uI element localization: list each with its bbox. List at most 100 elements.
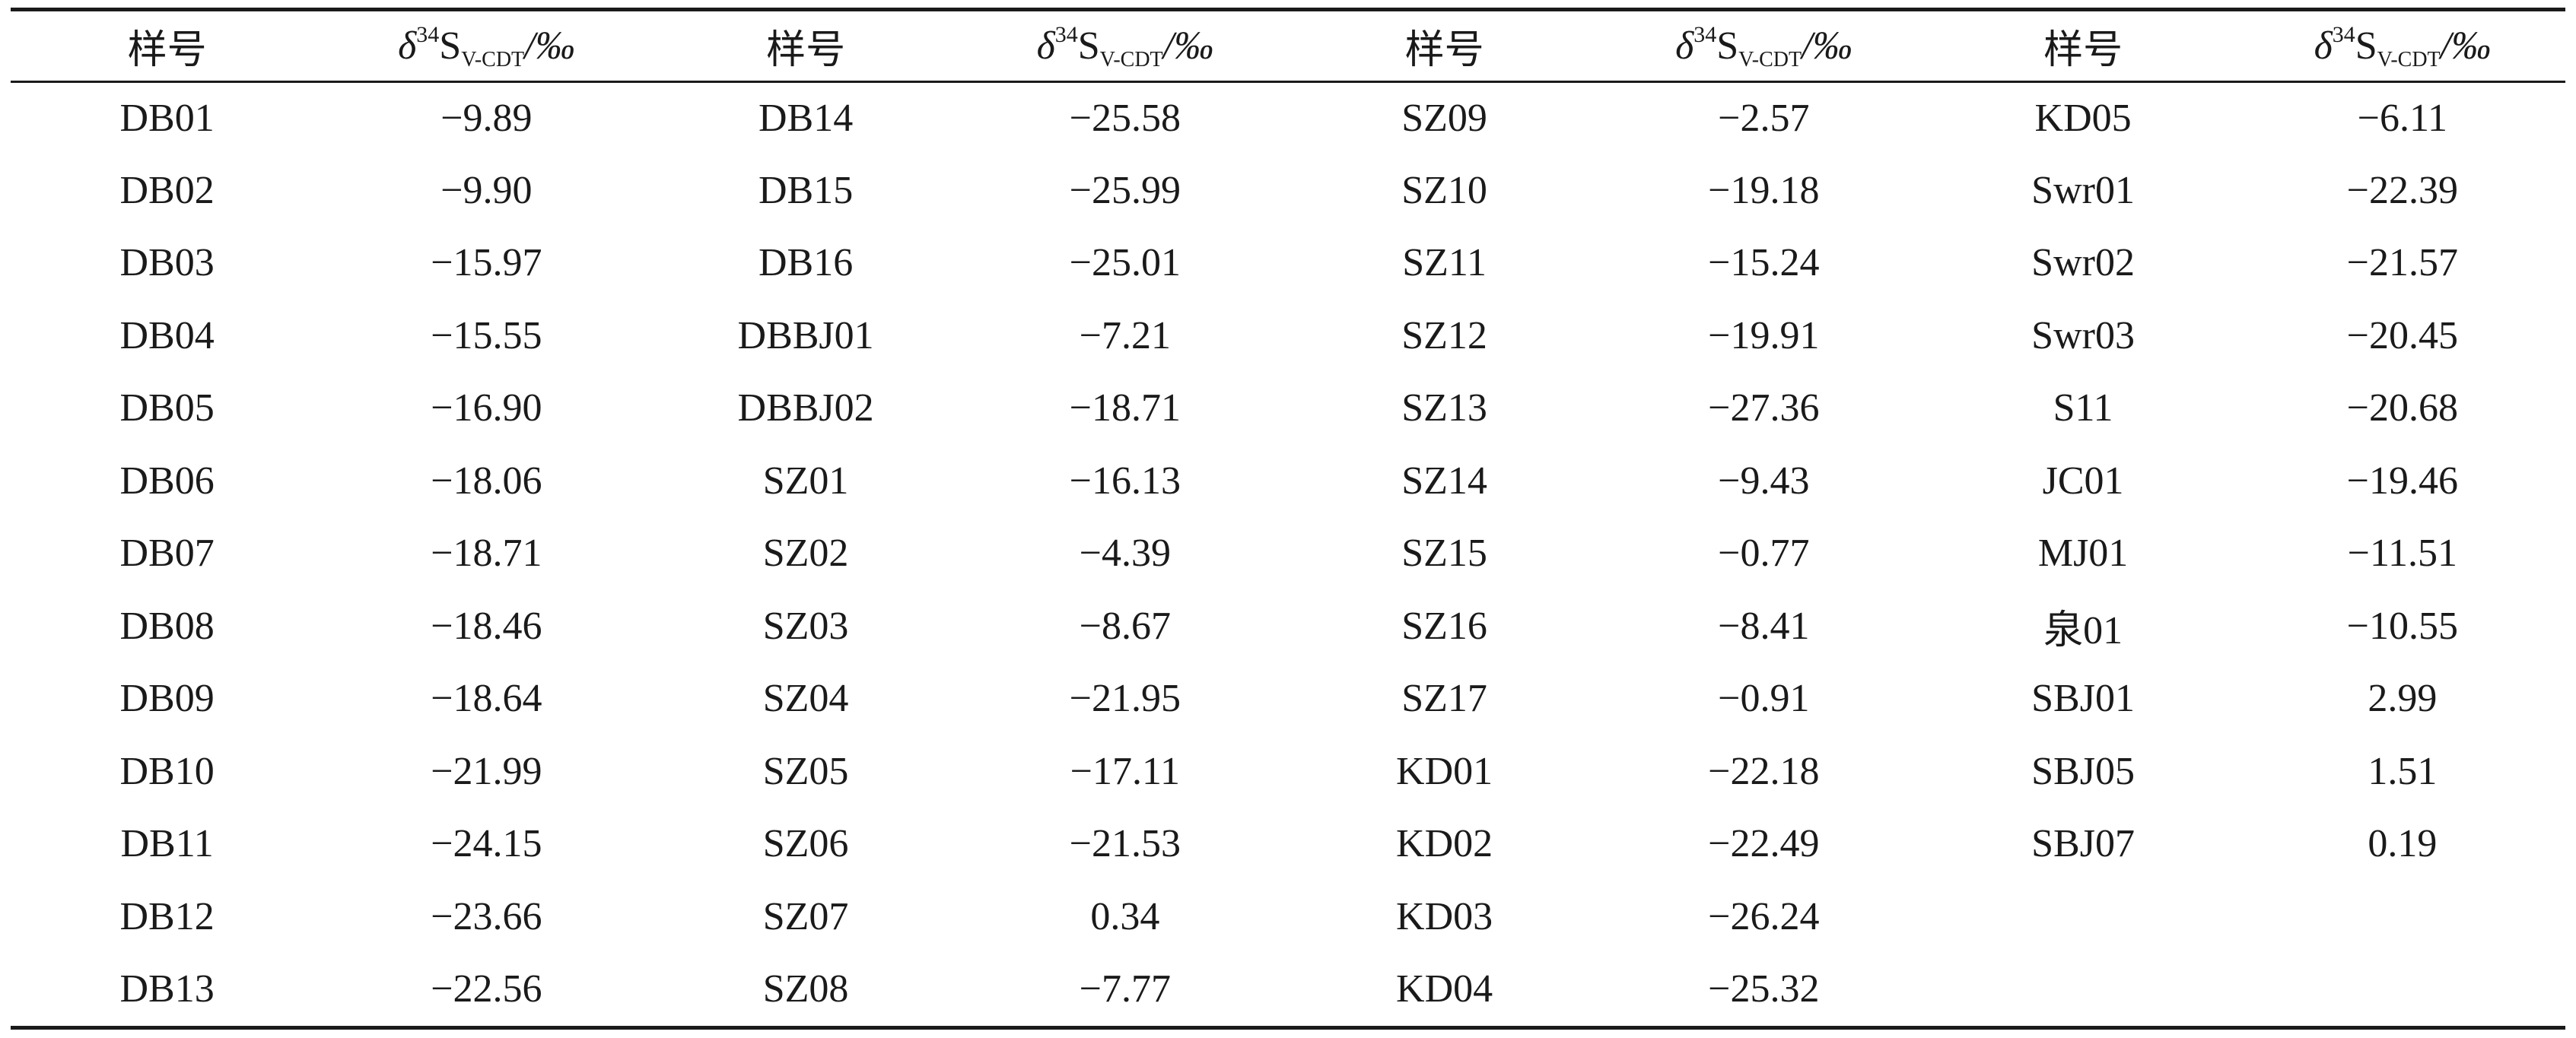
sample-id-cell: DBBJ02 xyxy=(737,386,874,430)
sample-id-cell: SZ09 xyxy=(1401,97,1487,140)
sample-id-cell: SZ14 xyxy=(1401,459,1487,503)
delta34s-value-cell: −22.18 xyxy=(1708,749,1820,793)
delta34s-value-cell: −23.66 xyxy=(431,894,542,938)
sample-id-cell: KD03 xyxy=(1396,894,1493,938)
delta34s-value-cell: −6.11 xyxy=(2357,97,2448,140)
header-delta34s: δ34SV-CDT/‰ xyxy=(1601,11,1927,83)
header-delta-symbol: δ xyxy=(2314,24,2333,68)
table-row: DB08 −18.46 SZ03 −8.67 SZ16 −8.41 泉01 −10.55 xyxy=(11,590,2565,663)
header-unit: /‰ xyxy=(2440,24,2492,68)
header-superscript: 34 xyxy=(1693,21,1717,47)
sample-id-cell: S11 xyxy=(2053,386,2113,430)
delta34s-value-cell: 0.19 xyxy=(2368,822,2438,866)
table-row: DB01 −9.89 DB14 −25.58 SZ09 −2.57 KD05 −6.11 xyxy=(11,81,2565,154)
header-row: 样号 δ34SV-CDT/‰ 样号 δ34SV-CDT/‰ 样号 δ34SV-CDT/‰ 样… xyxy=(11,11,2565,83)
table-body: DB01 −9.89 DB14 −25.58 SZ09 −2.57 KD05 −6.11 DB0… xyxy=(11,81,2565,1026)
sample-id-cell: SZ10 xyxy=(1401,168,1487,212)
sulfur-isotope-table: 样号 δ34SV-CDT/‰ 样号 δ34SV-CDT/‰ 样号 δ34SV-CDT/‰ 样… xyxy=(11,8,2565,1030)
delta34s-value-cell: −18.71 xyxy=(431,532,542,576)
sample-id-cell: SZ13 xyxy=(1401,386,1487,430)
delta34s-value-cell: −18.46 xyxy=(431,604,542,648)
delta34s-value-cell: −24.15 xyxy=(431,822,542,866)
delta34s-value-cell: 2.99 xyxy=(2368,677,2438,721)
header-delta-symbol: δ xyxy=(1036,24,1055,68)
sample-id-cell: DB16 xyxy=(758,241,854,285)
delta34s-value-cell: −20.68 xyxy=(2346,386,2458,430)
delta34s-value-cell: −4.39 xyxy=(1079,532,1171,576)
delta34s-value-cell: −19.18 xyxy=(1708,168,1820,212)
sample-id-cell: KD05 xyxy=(2034,97,2132,140)
delta34s-value-cell: −21.57 xyxy=(2346,241,2458,285)
header-unit: /‰ xyxy=(1802,24,1852,68)
sample-id-cell: DBBJ01 xyxy=(737,313,874,357)
delta34s-value-cell: −7.77 xyxy=(1079,967,1171,1011)
sample-id-cell xyxy=(1926,953,2239,1026)
header-sample-id: 样号 xyxy=(649,11,962,83)
sample-id-cell: SZ06 xyxy=(762,822,849,866)
sample-id-cell: SZ03 xyxy=(762,604,849,648)
delta34s-value-cell: −19.91 xyxy=(1708,313,1820,357)
delta34s-value-cell: −22.39 xyxy=(2346,168,2458,212)
delta34s-value-cell: −21.53 xyxy=(1069,822,1181,866)
sample-id-cell: DB15 xyxy=(758,168,854,212)
sample-id-cell: DB08 xyxy=(119,604,215,648)
header-element-symbol: S xyxy=(1077,24,1100,68)
sample-id-cell: DB05 xyxy=(119,386,215,430)
sample-id-cell: DB13 xyxy=(119,967,215,1011)
delta34s-value-cell: −10.55 xyxy=(2346,604,2458,648)
table-row: DB09 −18.64 SZ04 −21.95 SZ17 −0.91 SBJ01 2.99 xyxy=(11,662,2565,735)
table-row: DB13 −22.56 SZ08 −7.77 KD04 −25.32 xyxy=(11,953,2565,1026)
delta34s-value-cell: −17.11 xyxy=(1070,749,1181,793)
header-sample-id: 样号 xyxy=(1926,11,2240,83)
delta34s-value-cell: −9.89 xyxy=(440,97,533,140)
header-sample-id: 样号 xyxy=(1287,11,1601,83)
header-sample-id: 样号 xyxy=(11,11,324,83)
sample-id-cell: KD02 xyxy=(1396,822,1493,866)
sample-id-cell: SZ17 xyxy=(1401,677,1487,721)
delta34s-value-cell: −16.90 xyxy=(431,386,542,430)
sample-id-cell: DB06 xyxy=(119,459,215,503)
delta34s-value-cell: −7.21 xyxy=(1079,313,1171,357)
data-table: 样号 δ34SV-CDT/‰ 样号 δ34SV-CDT/‰ 样号 δ34SV-CDT/‰ 样… xyxy=(11,11,2565,1026)
sample-id-cell: Swr01 xyxy=(2031,168,2135,212)
delta34s-value-cell: 1.51 xyxy=(2368,749,2438,793)
sample-id-cell: SZ07 xyxy=(762,894,849,938)
delta34s-value-cell: −21.95 xyxy=(1069,677,1181,721)
delta34s-value-cell: −22.49 xyxy=(1708,822,1820,866)
delta34s-value-cell: 0.34 xyxy=(1090,894,1160,938)
delta34s-value-cell: −18.71 xyxy=(1069,386,1181,430)
header-subscript: V-CDT xyxy=(1738,47,1802,71)
sample-id-cell: DB03 xyxy=(119,241,215,285)
sample-id-cell: SZ11 xyxy=(1402,241,1487,285)
sample-id-cell: SZ02 xyxy=(762,532,849,576)
header-delta34s: δ34SV-CDT/‰ xyxy=(2239,11,2565,83)
sample-id-cell: DB02 xyxy=(119,168,215,212)
delta34s-value-cell: −16.13 xyxy=(1069,459,1181,503)
delta34s-value-cell: −15.97 xyxy=(431,241,542,285)
table-row: DB11 −24.15 SZ06 −21.53 KD02 −22.49 SBJ07 0.19 xyxy=(11,808,2565,881)
delta34s-value-cell: −25.01 xyxy=(1069,241,1181,285)
sample-id-cell: DB07 xyxy=(119,532,215,576)
sample-id-cell: SBJ01 xyxy=(2031,677,2135,721)
delta34s-value-cell: −9.43 xyxy=(1718,459,1810,503)
delta34s-value-cell: −15.24 xyxy=(1708,241,1820,285)
sample-id-cell: DB09 xyxy=(119,677,215,721)
header-element-symbol: S xyxy=(439,24,462,68)
delta34s-value-cell: −25.58 xyxy=(1069,97,1181,140)
delta34s-value-cell: −0.91 xyxy=(1718,677,1810,721)
sample-id-cell xyxy=(1926,881,2239,954)
delta34s-value-cell: −0.77 xyxy=(1718,532,1810,576)
delta34s-value-cell: −18.64 xyxy=(431,677,542,721)
sample-id-cell: SZ01 xyxy=(762,459,849,503)
sample-id-cell: KD01 xyxy=(1396,749,1493,793)
sample-id-cell: MJ01 xyxy=(2037,532,2129,576)
delta34s-value-cell: −27.36 xyxy=(1708,386,1820,430)
delta34s-value-cell: −25.99 xyxy=(1069,168,1181,212)
sample-id-cell: DB14 xyxy=(758,97,854,140)
sample-id-cell: SZ15 xyxy=(1401,532,1487,576)
sample-id-cell: 泉01 xyxy=(2043,608,2123,652)
header-delta-symbol: δ xyxy=(1675,24,1694,68)
header-superscript: 34 xyxy=(2332,21,2355,47)
sample-id-cell: SBJ07 xyxy=(2031,822,2135,866)
sample-id-cell: KD04 xyxy=(1396,967,1493,1011)
